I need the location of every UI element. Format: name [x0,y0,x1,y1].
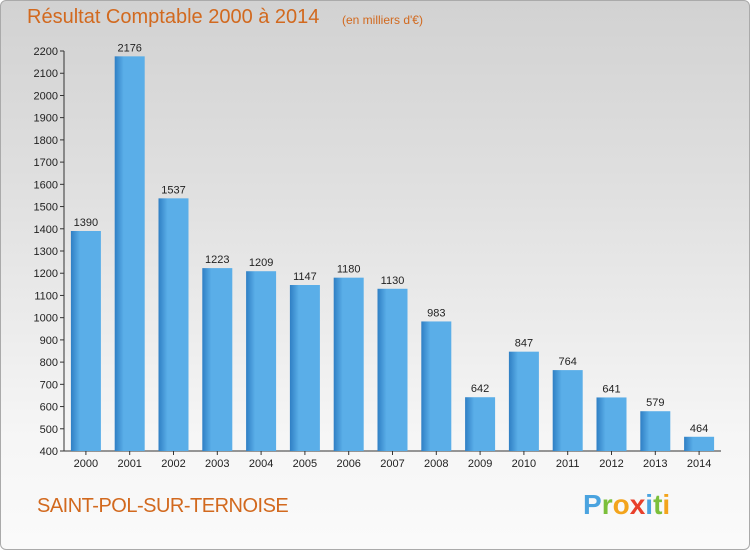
x-tick-label: 2003 [205,458,229,470]
logo-letter: o [612,489,630,520]
y-tick-label: 900 [40,335,58,347]
x-tick-label: 2013 [643,458,667,470]
bar-2010 [508,351,539,451]
y-tick-label: 2100 [34,68,58,80]
bar-value-label: 1130 [381,275,405,287]
bar-2005 [289,285,320,451]
chart-subtitle: (en milliers d'€) [342,13,423,27]
y-tick-label: 1000 [34,313,58,325]
y-tick-label: 500 [40,424,58,436]
bar-value-label: 464 [690,423,708,435]
bar-value-label: 1147 [293,271,317,283]
bar-2011 [552,370,583,451]
bar-2008 [421,321,452,451]
logo-letter: t [653,489,663,520]
y-tick-label: 1200 [34,268,58,280]
bar-2002 [158,198,189,451]
bar-value-label: 1223 [205,254,229,266]
bar-2003 [202,268,233,451]
chart-title: Résultat Comptable 2000 à 2014 [27,6,320,28]
logo-letter: i [645,489,654,520]
y-tick-label: 2000 [34,90,58,102]
bar-value-label: 642 [471,383,489,395]
bar-2014 [684,436,715,451]
x-tick-label: 2000 [74,458,98,470]
bar-2006 [333,277,364,451]
x-tick-label: 2004 [249,458,273,470]
bar-value-label: 983 [427,307,445,319]
x-tick-label: 2008 [424,458,448,470]
bar-2009 [465,397,496,451]
y-tick-label: 400 [40,446,58,458]
y-tick-label: 1800 [34,135,58,147]
x-tick-label: 2007 [380,458,404,470]
x-tick-label: 2001 [117,458,141,470]
bar-2013 [640,411,671,451]
x-tick-label: 2005 [293,458,317,470]
logo-letter: x [629,489,646,520]
bar-value-label: 2176 [117,42,141,54]
bar-value-label: 764 [559,356,577,368]
bar-2004 [246,271,277,451]
y-tick-label: 1100 [34,290,58,302]
bar-value-label: 1180 [337,264,361,276]
bar-value-label: 1390 [74,217,98,229]
y-tick-label: 1700 [34,157,58,169]
y-tick-label: 1900 [34,113,58,125]
x-tick-label: 2014 [687,458,711,470]
y-tick-label: 1300 [34,246,58,258]
bar-value-label: 1209 [249,257,273,269]
commune-name: SAINT-POL-SUR-TERNOISE [37,495,289,517]
bar-value-label: 579 [646,397,664,409]
proxiti-logo: Proxiti [583,489,670,521]
y-tick-label: 1500 [34,202,58,214]
bar-2012 [596,397,627,451]
bar-value-label: 1537 [161,184,185,196]
logo-letter: i [662,489,671,520]
y-tick-label: 600 [40,402,58,414]
y-tick-label: 2200 [34,46,58,58]
logo-letter: r [601,489,613,520]
bar-2001 [114,56,145,451]
bar-2000 [70,231,101,451]
x-tick-label: 2011 [556,458,580,470]
logo-letter: P [583,489,602,520]
x-tick-label: 2002 [161,458,185,470]
y-tick-label: 1400 [34,224,58,236]
bar-2007 [377,288,408,451]
y-tick-label: 800 [40,357,58,369]
x-tick-label: 2010 [512,458,536,470]
x-tick-label: 2012 [599,458,623,470]
x-tick-label: 2006 [336,458,360,470]
y-tick-label: 1600 [34,179,58,191]
bar-value-label: 847 [515,338,533,350]
bar-value-label: 641 [602,383,620,395]
x-tick-label: 2009 [468,458,492,470]
y-tick-label: 700 [40,379,58,391]
